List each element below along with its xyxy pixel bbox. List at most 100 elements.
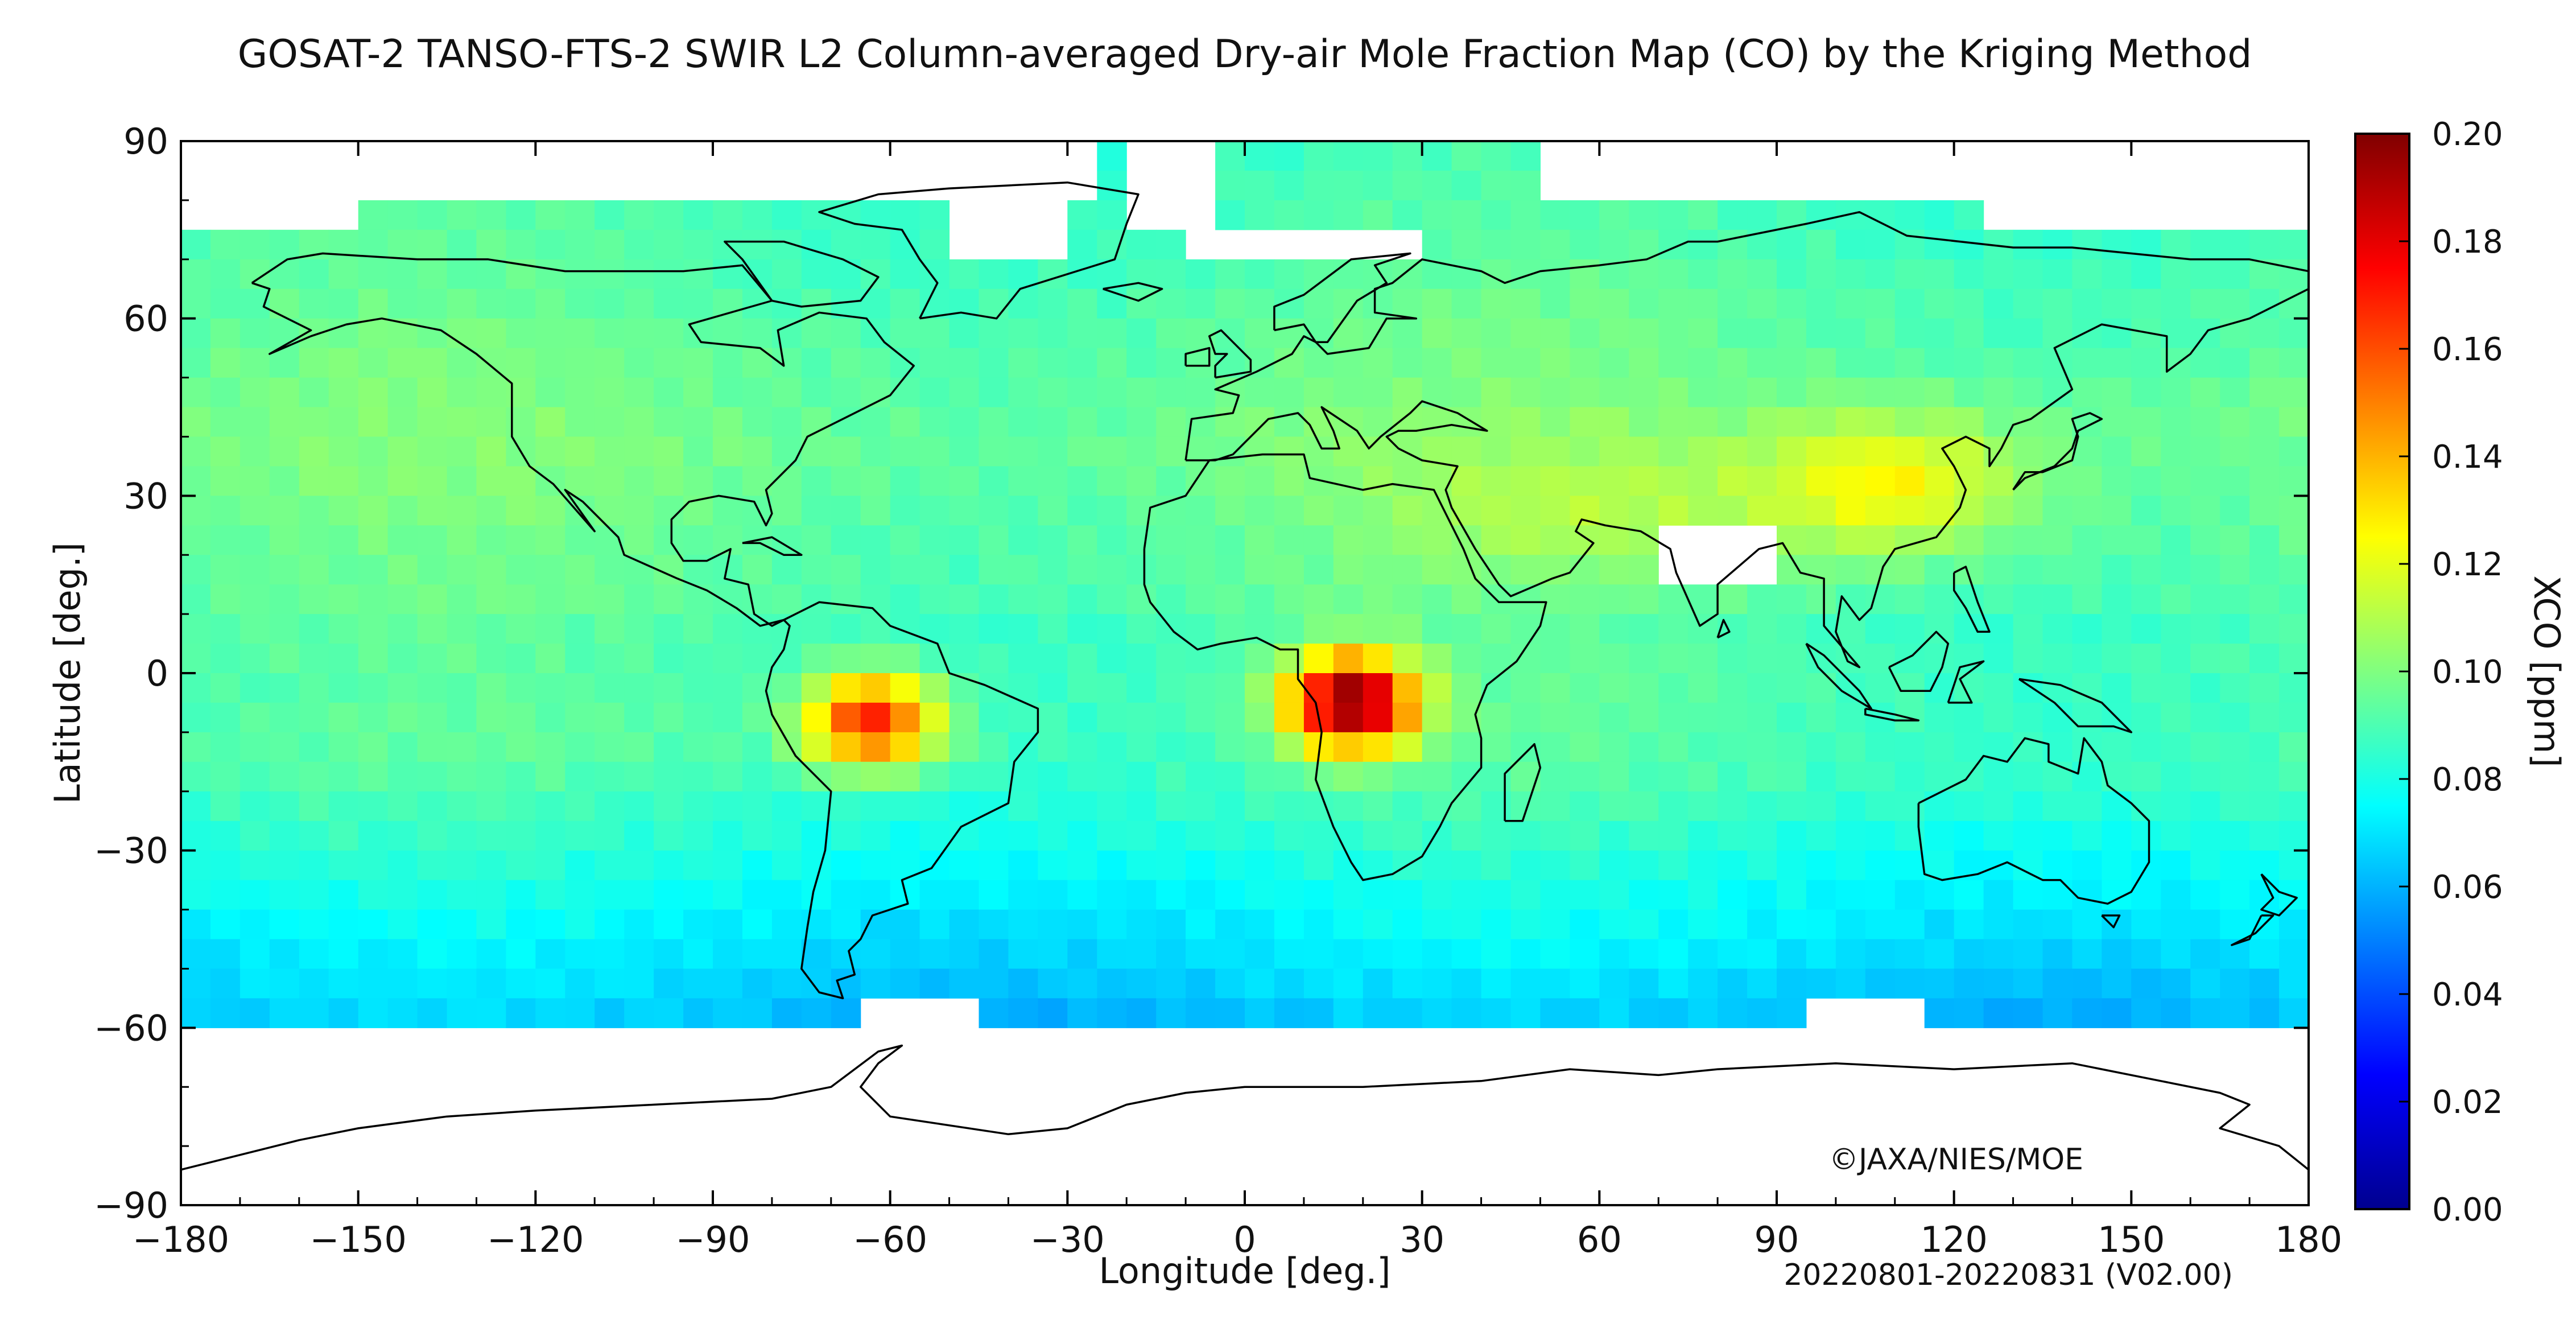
heatmap-cell bbox=[1924, 436, 1955, 467]
heatmap-cell bbox=[535, 702, 565, 733]
heatmap-cell bbox=[1245, 673, 1275, 703]
heatmap-cell bbox=[2220, 407, 2250, 437]
heatmap-cell bbox=[624, 200, 654, 230]
heatmap-cell bbox=[1894, 850, 1925, 881]
heatmap-cell bbox=[1126, 791, 1157, 822]
heatmap-cell bbox=[595, 348, 625, 378]
heatmap-cell bbox=[2102, 761, 2132, 792]
heatmap-cell bbox=[1451, 377, 1482, 408]
heatmap-cell bbox=[535, 288, 565, 319]
heatmap-cell bbox=[1333, 761, 1364, 792]
heatmap-cell bbox=[2072, 998, 2102, 1028]
heatmap-cell bbox=[742, 998, 773, 1028]
heatmap-cell bbox=[1333, 584, 1364, 615]
heatmap-cell bbox=[417, 407, 448, 437]
heatmap-cell bbox=[210, 673, 241, 703]
heatmap-cell bbox=[1186, 466, 1216, 496]
heatmap-cell bbox=[210, 584, 241, 615]
heatmap-cell bbox=[1629, 732, 1659, 762]
heatmap-cell bbox=[1658, 791, 1689, 822]
heatmap-cell bbox=[299, 644, 329, 674]
heatmap-cell bbox=[771, 998, 802, 1028]
heatmap-cell bbox=[1835, 348, 1866, 378]
heatmap-cell bbox=[654, 761, 684, 792]
heatmap-cell bbox=[1038, 850, 1068, 881]
heatmap-cell bbox=[210, 968, 241, 999]
heatmap-cell bbox=[949, 318, 980, 349]
heatmap-cell bbox=[1924, 288, 1955, 319]
heatmap-cell bbox=[1983, 821, 2014, 851]
heatmap-cell bbox=[535, 939, 565, 969]
heatmap-cell bbox=[1215, 141, 1245, 171]
heatmap-cell bbox=[2279, 761, 2309, 792]
heatmap-cell bbox=[2102, 318, 2132, 349]
heatmap-cell bbox=[1599, 968, 1629, 999]
heatmap-cell bbox=[387, 200, 418, 230]
heatmap-cell bbox=[1008, 555, 1038, 585]
heatmap-cell bbox=[742, 466, 773, 496]
heatmap-cell bbox=[2279, 466, 2309, 496]
heatmap-cell bbox=[2013, 584, 2044, 615]
heatmap-cell bbox=[269, 259, 300, 290]
heatmap-cell bbox=[2161, 466, 2191, 496]
heatmap-cell bbox=[1658, 732, 1689, 762]
heatmap-cell bbox=[2013, 644, 2044, 674]
heatmap-cell bbox=[2249, 673, 2280, 703]
heatmap-cell bbox=[1008, 644, 1038, 674]
heatmap-cell bbox=[447, 200, 477, 230]
heatmap-cell bbox=[447, 909, 477, 940]
heatmap-cell bbox=[683, 761, 713, 792]
heatmap-cell bbox=[2279, 555, 2309, 585]
heatmap-cell bbox=[506, 644, 536, 674]
heatmap-cell bbox=[2279, 673, 2309, 703]
heatmap-cell bbox=[890, 909, 920, 940]
heatmap-cell bbox=[683, 644, 713, 674]
heatmap-cell bbox=[1363, 939, 1393, 969]
heatmap-cell bbox=[2042, 702, 2073, 733]
heatmap-cell bbox=[1097, 791, 1127, 822]
heatmap-cell bbox=[683, 525, 713, 555]
heatmap-cell bbox=[979, 821, 1009, 851]
heatmap-cell bbox=[2161, 702, 2191, 733]
heatmap-cell bbox=[2161, 968, 2191, 999]
heatmap-cell bbox=[1540, 732, 1570, 762]
heatmap-cell bbox=[2161, 259, 2191, 290]
heatmap-cell bbox=[860, 496, 891, 526]
heatmap-cell bbox=[447, 436, 477, 467]
heatmap-cell bbox=[1835, 821, 1866, 851]
heatmap-cell bbox=[2249, 761, 2280, 792]
heatmap-cell bbox=[801, 998, 832, 1028]
heatmap-cell bbox=[919, 968, 950, 999]
heatmap-cell bbox=[447, 939, 477, 969]
heatmap-cell bbox=[1924, 584, 1955, 615]
heatmap-cell bbox=[1599, 377, 1629, 408]
heatmap-cell bbox=[1570, 525, 1600, 555]
heatmap-cell bbox=[476, 555, 506, 585]
heatmap-cell bbox=[831, 436, 861, 467]
heatmap-cell bbox=[1599, 318, 1629, 349]
heatmap-cell bbox=[1570, 318, 1600, 349]
heatmap-cell bbox=[1599, 348, 1629, 378]
heatmap-cell bbox=[1510, 909, 1541, 940]
heatmap-cell bbox=[210, 288, 241, 319]
heatmap-cell bbox=[1303, 496, 1334, 526]
heatmap-cell bbox=[387, 436, 418, 467]
heatmap-cell bbox=[1718, 288, 1748, 319]
heatmap-cell bbox=[1156, 377, 1186, 408]
heatmap-cell bbox=[831, 821, 861, 851]
heatmap-cell bbox=[1747, 407, 1777, 437]
heatmap-cell bbox=[447, 880, 477, 910]
heatmap-cell bbox=[417, 318, 448, 349]
heatmap-cell bbox=[624, 436, 654, 467]
heatmap-cell bbox=[2220, 496, 2250, 526]
heatmap-cell bbox=[1835, 318, 1866, 349]
heatmap-cell bbox=[1629, 200, 1659, 230]
heatmap-cell bbox=[269, 466, 300, 496]
heatmap-cell bbox=[1629, 702, 1659, 733]
heatmap-cell bbox=[1422, 644, 1452, 674]
heatmap-cell bbox=[1067, 436, 1097, 467]
heatmap-cell bbox=[240, 880, 270, 910]
heatmap-cell bbox=[2072, 880, 2102, 910]
heatmap-cell bbox=[860, 761, 891, 792]
heatmap-cell bbox=[1422, 288, 1452, 319]
